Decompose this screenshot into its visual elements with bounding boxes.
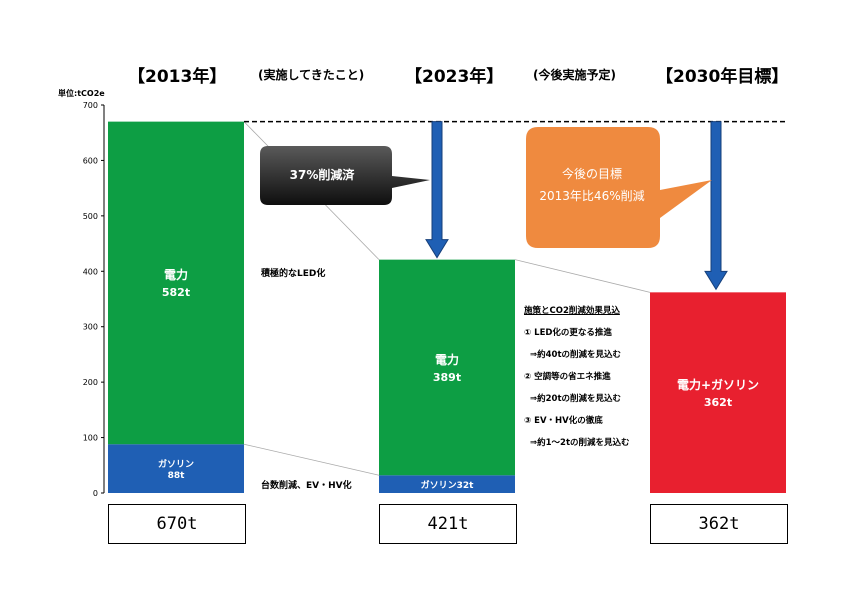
segment-value: 582t	[161, 286, 191, 300]
segment-label: ガソリン 88t	[108, 457, 244, 481]
y-tick-label: 500	[83, 212, 98, 221]
segment-name: 電力	[434, 352, 459, 367]
connector-line	[514, 259, 651, 293]
segment-value: 389t	[432, 370, 462, 384]
segment-name: ガソリン32t	[420, 480, 474, 491]
y-tick-label: 200	[83, 378, 98, 387]
note-cars: 台数削減、EV・HV化	[261, 481, 352, 491]
y-tick-label: 700	[83, 101, 98, 110]
total-2023: 421t	[379, 504, 517, 544]
measure-item: ③ EV・HV化の徹底	[524, 416, 603, 426]
bar-segment	[379, 259, 515, 476]
note-led: 積極的なLED化	[261, 269, 326, 279]
header-2023: 【2023年】	[405, 67, 504, 87]
measures-list: 施策とCO2削減効果見込 ① LED化の更なる推進 ⇒約40tの削減を見込む ②…	[524, 300, 630, 454]
reduced-callout-text: 37%削減済	[289, 168, 355, 182]
down-arrow	[425, 121, 449, 259]
segment-name: 電力	[163, 268, 188, 283]
segment-name: 電力+ガソリン	[676, 378, 760, 393]
goal-callout-text: 今後の目標 2013年比46%削減	[525, 163, 659, 207]
segment-name: ガソリン	[157, 459, 194, 470]
header-plan: (今後実施予定)	[533, 68, 616, 82]
y-tick-label: 300	[83, 323, 98, 332]
connector-line	[243, 443, 380, 476]
bar-segment	[108, 444, 244, 493]
segment-label: ガソリン32t	[379, 478, 515, 491]
goal-callout	[526, 127, 712, 248]
bar-segment	[108, 121, 244, 445]
goal-line-1: 今後の目標	[561, 167, 622, 181]
bar-segment	[379, 475, 515, 493]
total-2013: 670t	[108, 504, 246, 544]
measure-item: ⇒約1～2tの削減を見込む	[530, 438, 630, 448]
goal-line-2: 2013年比46%削減	[539, 189, 645, 203]
measure-item: ⇒約20tの削減を見込む	[530, 394, 622, 404]
y-axis-label: 単位:tCO2e	[58, 88, 105, 98]
total-2030: 362t	[650, 504, 788, 544]
y-tick-label: 400	[83, 267, 98, 276]
header-done: (実施してきたこと)	[258, 68, 365, 82]
header-2013: 【2013年】	[128, 67, 227, 87]
measures-title: 施策とCO2削減効果見込	[524, 306, 620, 316]
reduced-callout	[260, 146, 430, 205]
measure-item: ⇒約40tの削減を見込む	[530, 350, 622, 360]
header-2030: 【2030年目標】	[656, 67, 789, 87]
segment-label: 電力+ガソリン 362t	[650, 376, 786, 409]
measure-item: ① LED化の更なる推進	[524, 328, 612, 338]
measure-item: ② 空調等の省エネ推進	[524, 372, 611, 382]
bar-segment	[650, 292, 786, 493]
y-tick-label: 100	[83, 434, 98, 443]
segment-label: 電力 389t	[379, 351, 515, 384]
y-tick-label: 0	[93, 489, 98, 498]
segment-label: 電力 582t	[108, 266, 244, 299]
segment-value: 362t	[703, 396, 733, 410]
down-arrow	[704, 121, 728, 291]
segment-value: 88t	[167, 470, 185, 481]
y-tick-label: 600	[83, 156, 98, 165]
